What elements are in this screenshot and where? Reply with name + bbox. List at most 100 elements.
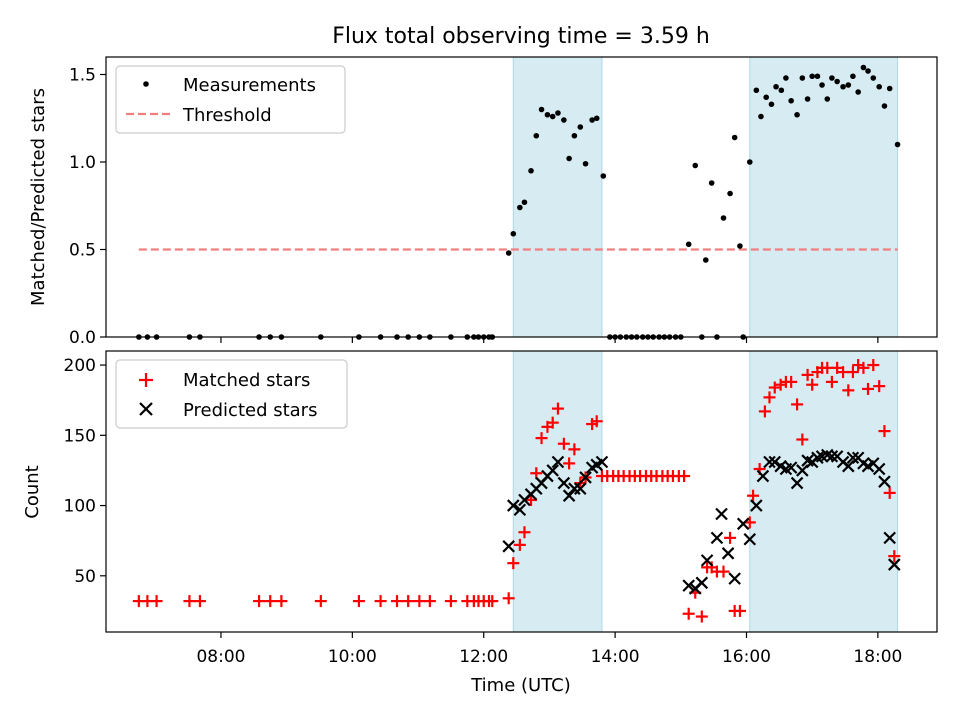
- measurement-point: [544, 111, 551, 118]
- matched-stars-point: [806, 378, 819, 391]
- measurement-point: [685, 241, 692, 248]
- measurement-point: [809, 73, 815, 80]
- measurement-point: [708, 180, 715, 186]
- legend-measurements-marker: [143, 81, 149, 87]
- matched-stars-series: [132, 359, 901, 623]
- predicted-stars-point: [715, 507, 728, 521]
- matched-stars-point: [253, 595, 266, 608]
- measurement-point: [845, 82, 852, 88]
- chart-title: Flux total observing time = 3.59 h: [332, 24, 710, 49]
- matched-stars-point: [724, 531, 737, 544]
- measurement-point: [737, 243, 743, 249]
- matched-stars-point: [275, 595, 288, 608]
- matched-stars-point: [264, 595, 277, 608]
- top-shaded-intervals: [512, 56, 899, 338]
- measurement-point: [702, 257, 709, 263]
- measurement-point: [763, 94, 770, 101]
- x-tick-label: 18:00: [853, 647, 902, 667]
- measurement-point: [768, 101, 775, 108]
- top-legend: Measurements Threshold: [115, 65, 346, 134]
- predicted-stars-point: [756, 469, 770, 483]
- measurement-point: [566, 155, 572, 162]
- matched-stars-point: [791, 398, 804, 411]
- measurement-point: [577, 124, 584, 130]
- measurement-point: [855, 89, 861, 95]
- matched-stars-point: [801, 368, 814, 381]
- matched-stars-point: [768, 381, 781, 394]
- bottom-shaded-interval: [749, 350, 899, 633]
- predicted-stars-point: [784, 461, 798, 474]
- measurement-point: [727, 190, 733, 197]
- legend-measurements-label: Measurements: [183, 75, 316, 96]
- legend-matched-marker: [139, 373, 153, 387]
- matched-stars-point: [563, 457, 576, 470]
- matched-stars-point: [568, 443, 581, 456]
- matched-stars-point: [423, 595, 436, 608]
- predicted-stars-point: [700, 554, 714, 567]
- measurement-point: [589, 117, 595, 123]
- measurement-point: [746, 159, 753, 165]
- measurement-point: [692, 162, 699, 169]
- measurement-point: [549, 113, 556, 120]
- predicted-stars-point: [790, 476, 804, 490]
- legend-threshold-label: Threshold: [182, 105, 272, 126]
- measurement-point: [819, 82, 825, 88]
- measurement-point: [533, 132, 540, 139]
- measurement-point: [876, 83, 882, 90]
- matched-stars-point: [842, 384, 855, 397]
- matched-stars-point: [513, 538, 526, 551]
- matched-stars-point: [193, 595, 206, 608]
- matched-stars-point: [747, 489, 760, 502]
- measurement-point: [840, 83, 846, 90]
- measurement-point: [881, 103, 888, 109]
- measurement-point: [834, 78, 840, 85]
- top-legend-frame: [115, 65, 346, 134]
- top-panel: 0.0 0.5 1.0 1.5 Matched/Predicted stars Mea…: [28, 56, 938, 348]
- matched-stars-point: [873, 380, 886, 393]
- matched-stars-point: [883, 486, 896, 499]
- predicted-stars-point: [579, 471, 592, 484]
- x-tick-label: 16:00: [722, 647, 771, 667]
- measurement-point: [528, 167, 534, 174]
- matched-stars-point: [695, 610, 708, 623]
- x-tick-label: 08:00: [196, 647, 245, 667]
- measurement-point: [894, 141, 901, 148]
- matched-stars-point: [507, 557, 520, 570]
- matched-stars-point: [444, 595, 457, 608]
- predicted-stars-point: [888, 558, 901, 571]
- measurement-point: [538, 106, 545, 113]
- predicted-stars-point: [710, 531, 724, 545]
- predicted-stars-point: [513, 503, 527, 517]
- bottom-y-axis: 50 100 150 200: [64, 356, 106, 587]
- predicted-stars-point: [574, 482, 587, 495]
- bottom-y-tick-label: 100: [64, 497, 96, 517]
- predicted-stars-point: [883, 531, 896, 545]
- matched-stars-point: [857, 361, 870, 374]
- matched-stars-point: [888, 550, 901, 563]
- predicted-stars-point: [682, 579, 695, 592]
- top-plot-frame: [105, 56, 938, 338]
- measurement-point: [824, 96, 831, 102]
- top-y-axis-label: Matched/Predicted stars: [28, 88, 49, 306]
- measurement-point: [804, 96, 811, 102]
- matched-stars-point: [546, 416, 559, 429]
- matched-stars-point: [682, 607, 695, 620]
- matched-stars-point: [862, 382, 875, 395]
- matched-stars-point: [502, 592, 515, 605]
- bottom-y-tick-label: 200: [64, 356, 96, 376]
- matched-stars-point: [183, 595, 196, 608]
- measurement-point: [571, 132, 578, 139]
- measurement-point: [870, 75, 877, 81]
- measurement-point: [510, 230, 517, 237]
- matched-stars-point: [314, 595, 327, 608]
- bottom-x-axis: 08:00 10:00 12:00 14:00 16:00 18:00: [196, 632, 902, 667]
- predicted-stars-point: [595, 455, 609, 469]
- matched-stars-point: [352, 595, 365, 608]
- predicted-stars-point: [502, 540, 515, 553]
- predicted-stars-series: [502, 448, 901, 595]
- matched-stars-point: [846, 366, 859, 379]
- legend-predicted-marker: [139, 402, 153, 416]
- measurement-point: [865, 68, 871, 74]
- bottom-y-axis-label: Count: [22, 465, 43, 518]
- matched-stars-point: [590, 415, 603, 428]
